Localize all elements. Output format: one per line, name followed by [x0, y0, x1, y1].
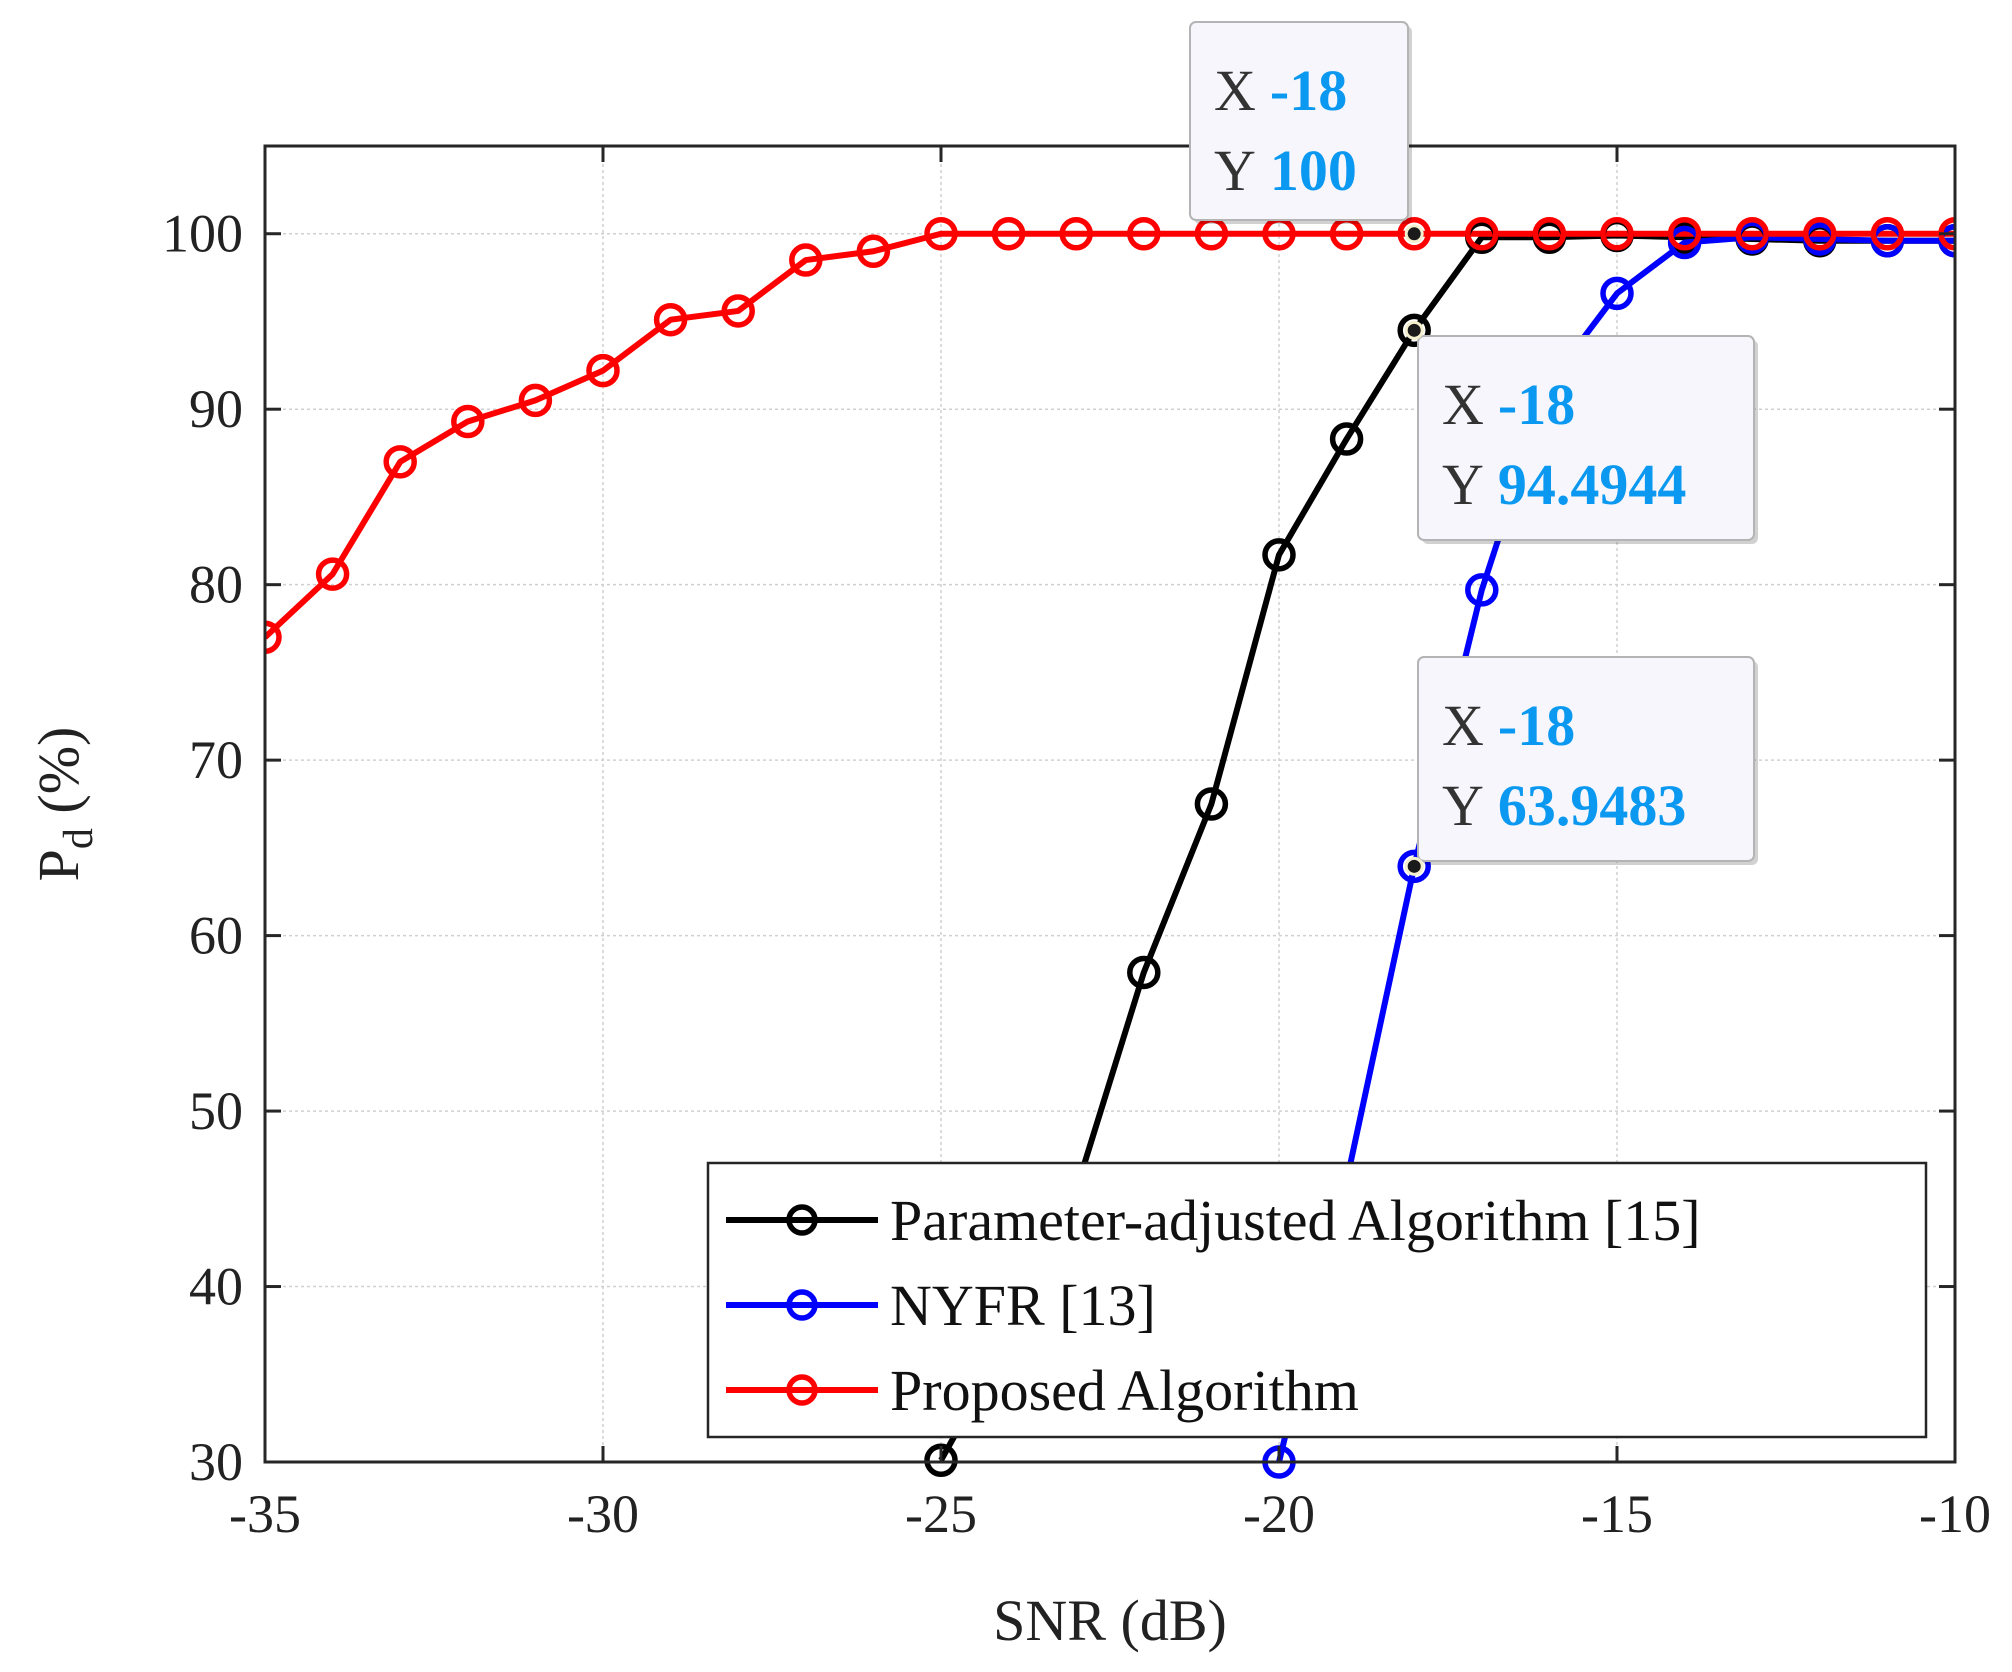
series-0-marker [1262, 538, 1296, 572]
series-0-marker [1127, 955, 1161, 990]
legend-label: Proposed Algorithm [890, 1358, 1359, 1423]
y-axis-title-sub: d [56, 828, 102, 849]
legend-swatch-marker [786, 1289, 818, 1321]
y-tick-label: 30 [189, 1432, 243, 1492]
x-tick-label: -10 [1919, 1484, 1991, 1544]
datatip-anchor-dot [1404, 320, 1424, 340]
legend-label: Parameter-adjusted Algorithm [15] [890, 1188, 1701, 1253]
series-0-marker [1397, 313, 1431, 348]
datatip-x-row: X -18 [1442, 693, 1575, 758]
series-2-marker [991, 216, 1026, 251]
series-2-marker [721, 294, 755, 328]
series-2-marker [924, 216, 958, 251]
x-tick-label: -35 [229, 1484, 301, 1544]
legend-swatch-marker [786, 1204, 818, 1236]
datatip-y-row: Y 94.4944 [1442, 452, 1686, 517]
datatip-y-value: 100 [1270, 138, 1357, 203]
legend: Parameter-adjusted Algorithm [15] NYFR [1… [706, 1161, 1928, 1439]
series-2-marker [856, 234, 891, 269]
legend-swatch-marker [786, 1374, 818, 1406]
series-0-marker [1194, 787, 1229, 821]
ticks: -35 -30 -25 -20 -15 -10 30 40 50 60 70 80 90 100 [162, 146, 1991, 1544]
legend-label: NYFR [13] [890, 1273, 1156, 1338]
axes-box [263, 144, 1957, 1464]
datatip-y-row: Y 100 [1214, 138, 1357, 203]
series-2-marker [1667, 216, 1702, 251]
datatip-y-value: 63.9483 [1498, 773, 1687, 838]
y-axis-title-main: P [26, 849, 91, 881]
datatip-x-key: X [1442, 693, 1484, 758]
y-tick-label: 60 [189, 906, 243, 966]
series-line-1 [1276, 234, 1955, 1463]
series-2-marker [1532, 216, 1567, 251]
datatip-x-value: -18 [1498, 372, 1575, 437]
y-tick-label: 50 [189, 1081, 243, 1141]
series-2-marker [1600, 216, 1634, 251]
legend-box [706, 1161, 1928, 1439]
series-1-marker [1397, 849, 1431, 884]
y-tick-label: 40 [189, 1257, 243, 1317]
datatip-y-row: Y 63.9483 [1442, 773, 1686, 838]
series-1-marker [1465, 573, 1499, 607]
series-2-marker [1735, 216, 1769, 251]
series-2-marker [451, 404, 485, 439]
x-tick-label: -30 [567, 1484, 639, 1544]
series-2-marker [653, 302, 688, 337]
datatip-box [1417, 656, 1755, 862]
datatip-x-value: -18 [1270, 58, 1347, 123]
datatip-box [1417, 335, 1755, 541]
series-2-marker [1127, 216, 1161, 251]
series-0-marker [1329, 422, 1364, 456]
datatip-x-value: -18 [1498, 693, 1575, 758]
y-tick-label: 80 [189, 555, 243, 615]
series-2-marker [518, 383, 553, 418]
datatip-x-key: X [1214, 58, 1256, 123]
datatip-anchor-dot [1404, 224, 1424, 244]
datatip-x-row: X -18 [1214, 58, 1347, 123]
series-2-marker [586, 353, 620, 388]
series-2-marker [1397, 216, 1431, 251]
series-2-marker [789, 243, 823, 277]
x-axis-title: SNR (dB) [993, 1588, 1227, 1653]
series-2-marker [383, 445, 417, 479]
x-tick-label: -25 [905, 1484, 977, 1544]
x-tick-label: -15 [1581, 1484, 1653, 1544]
y-tick-label: 90 [189, 379, 243, 439]
series-group [265, 216, 1955, 1479]
series-2-marker [1870, 216, 1905, 251]
y-axis-title-tail: (%) [26, 727, 91, 828]
datatip-anchor-dot [1404, 856, 1424, 876]
datatip-y-key: Y [1442, 773, 1484, 838]
datatip-y-key: Y [1442, 452, 1484, 517]
series-2-marker [265, 620, 282, 655]
y-tick-label: 100 [162, 204, 243, 264]
datatip-x-key: X [1442, 372, 1484, 437]
datatip-y-key: Y [1214, 138, 1256, 203]
series-2-marker [1803, 216, 1837, 251]
datatip-y-value: 94.4944 [1498, 452, 1687, 517]
series-2-marker [1059, 216, 1093, 251]
y-tick-label: 70 [189, 730, 243, 790]
series-1-marker [1600, 276, 1634, 311]
y-axis-title: Pd (%) [26, 727, 102, 882]
series-2-marker [1465, 216, 1499, 251]
series-2-marker [315, 557, 350, 591]
datatip-x-row: X -18 [1442, 372, 1575, 437]
x-tick-label: -20 [1243, 1484, 1315, 1544]
datatip-box [1189, 21, 1409, 221]
